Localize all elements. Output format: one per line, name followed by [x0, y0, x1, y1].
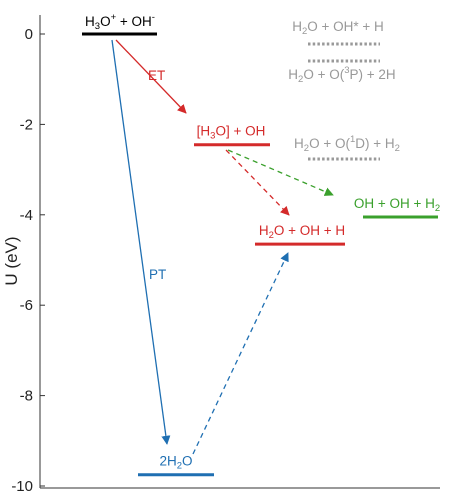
- energy-levels: H3O+ + OH- [H3O] + OH H2O + OH + H OH + OH …: [82, 12, 440, 477]
- energy-level-label: OH + OH + H2: [354, 196, 440, 214]
- reference-level-label: H2O + OH* + H: [292, 19, 384, 37]
- reference-level-label: H2O + O(1D) + H2: [294, 134, 400, 154]
- axis-frame: [39, 15, 440, 489]
- y-tick-label: -2: [20, 116, 33, 133]
- y-axis-ticks: 0 -2 -4 -6 -8 -10: [11, 26, 45, 495]
- y-axis-title: U (eV): [2, 236, 21, 285]
- transition-arrow-et: [115, 39, 187, 114]
- energy-level-label: H3O+ + OH-: [85, 12, 155, 32]
- energy-level-label: 2H2O: [159, 454, 192, 472]
- reference-level-label: H2O + O(3P) + 2H: [288, 65, 395, 85]
- energy-level-label: H2O + OH + H: [259, 223, 345, 241]
- y-tick-label: 0: [25, 26, 33, 43]
- y-tick-label: -6: [20, 297, 33, 314]
- y-tick-label: -10: [11, 478, 33, 495]
- y-tick-label: -8: [20, 388, 33, 405]
- transition-arrow-pt: [111, 39, 171, 445]
- reference-levels: H2O + OH* + H H2O + O(3P) + 2H H2O + O(1D)…: [288, 19, 400, 161]
- transition-arrow-two-h2o-to-h2o-oh-h: [192, 252, 289, 455]
- transition-label-pt: PT: [149, 267, 166, 282]
- transition-label-et: ET: [148, 68, 165, 83]
- transition-arrow-radical-to-oh-oh-h2: [227, 149, 334, 196]
- transition-arrow-radical-to-h2o-oh-h: [225, 149, 290, 216]
- energy-level-label: [H3O] + OH: [197, 124, 266, 142]
- y-tick-label: -4: [20, 207, 33, 224]
- transition-arrows: ET PT: [111, 39, 334, 455]
